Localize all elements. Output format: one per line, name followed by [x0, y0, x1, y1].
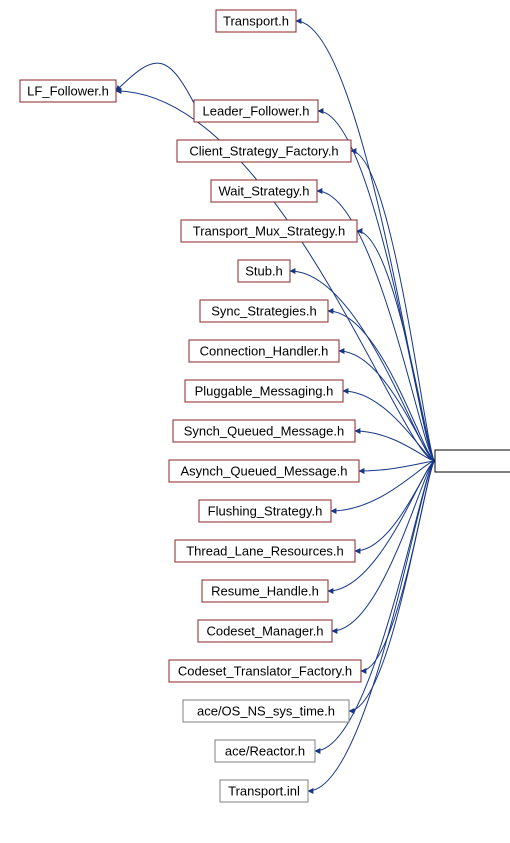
node-label: Flushing_Strategy.h	[208, 503, 323, 518]
dependency-node[interactable]: Thread_Lane_Resources.h	[175, 540, 355, 562]
node-label: Synch_Queued_Message.h	[184, 423, 344, 438]
dependency-node[interactable]: Client_Strategy_Factory.h	[177, 140, 351, 162]
dependency-node[interactable]: Leader_Follower.h	[194, 100, 318, 122]
node-label: Client_Strategy_Factory.h	[189, 143, 338, 158]
dependency-node[interactable]: Wait_Strategy.h	[211, 180, 317, 202]
node-label: Codeset_Manager.h	[206, 623, 323, 638]
dependency-node[interactable]: Transport.inl	[220, 780, 308, 802]
node-label: Resume_Handle.h	[211, 583, 319, 598]
node-label: Sync_Strategies.h	[211, 303, 317, 318]
node-label: ace/Reactor.h	[225, 743, 305, 758]
dependency-node[interactable]: Flushing_Strategy.h	[199, 500, 331, 522]
node-label: Transport.cpp	[443, 453, 510, 468]
node-label: Transport.inl	[228, 783, 300, 798]
node-label: Transport_Mux_Strategy.h	[193, 223, 345, 238]
dependency-edge	[357, 231, 435, 461]
dependency-edge	[355, 431, 435, 461]
dependency-node[interactable]: Asynch_Queued_Message.h	[169, 460, 359, 482]
dependency-node[interactable]: Transport_Mux_Strategy.h	[181, 220, 357, 242]
dependency-node[interactable]: Synch_Queued_Message.h	[173, 420, 355, 442]
node-label: Leader_Follower.h	[203, 103, 310, 118]
dependency-edge	[116, 63, 198, 111]
node-label: ace/OS_NS_sys_time.h	[197, 703, 335, 718]
node-label: LF_Follower.h	[27, 83, 109, 98]
node-label: Pluggable_Messaging.h	[195, 383, 334, 398]
dependency-node[interactable]: Sync_Strategies.h	[200, 300, 328, 322]
dependency-node[interactable]: Pluggable_Messaging.h	[185, 380, 343, 402]
dependency-node[interactable]: Connection_Handler.h	[189, 340, 339, 362]
dependency-edge	[343, 391, 435, 461]
root-node: Transport.cpp	[435, 450, 510, 472]
dependency-node[interactable]: Codeset_Manager.h	[198, 620, 332, 642]
dependency-node[interactable]: LF_Follower.h	[20, 80, 116, 102]
node-label: Wait_Strategy.h	[218, 183, 309, 198]
node-label: Asynch_Queued_Message.h	[181, 463, 348, 478]
dependency-node[interactable]: Stub.h	[238, 260, 290, 282]
dependency-node[interactable]: ace/OS_NS_sys_time.h	[183, 700, 349, 722]
dependency-edge	[359, 461, 435, 471]
dependency-node[interactable]: ace/Reactor.h	[215, 740, 315, 762]
node-label: Thread_Lane_Resources.h	[186, 543, 344, 558]
node-label: Connection_Handler.h	[200, 343, 329, 358]
dependency-node[interactable]: Resume_Handle.h	[202, 580, 328, 602]
dependency-node[interactable]: Codeset_Translator_Factory.h	[169, 660, 361, 682]
node-label: Codeset_Translator_Factory.h	[178, 663, 352, 678]
node-label: Transport.h	[223, 13, 289, 28]
node-label: Stub.h	[245, 263, 283, 278]
dependency-node[interactable]: Transport.h	[216, 10, 296, 32]
